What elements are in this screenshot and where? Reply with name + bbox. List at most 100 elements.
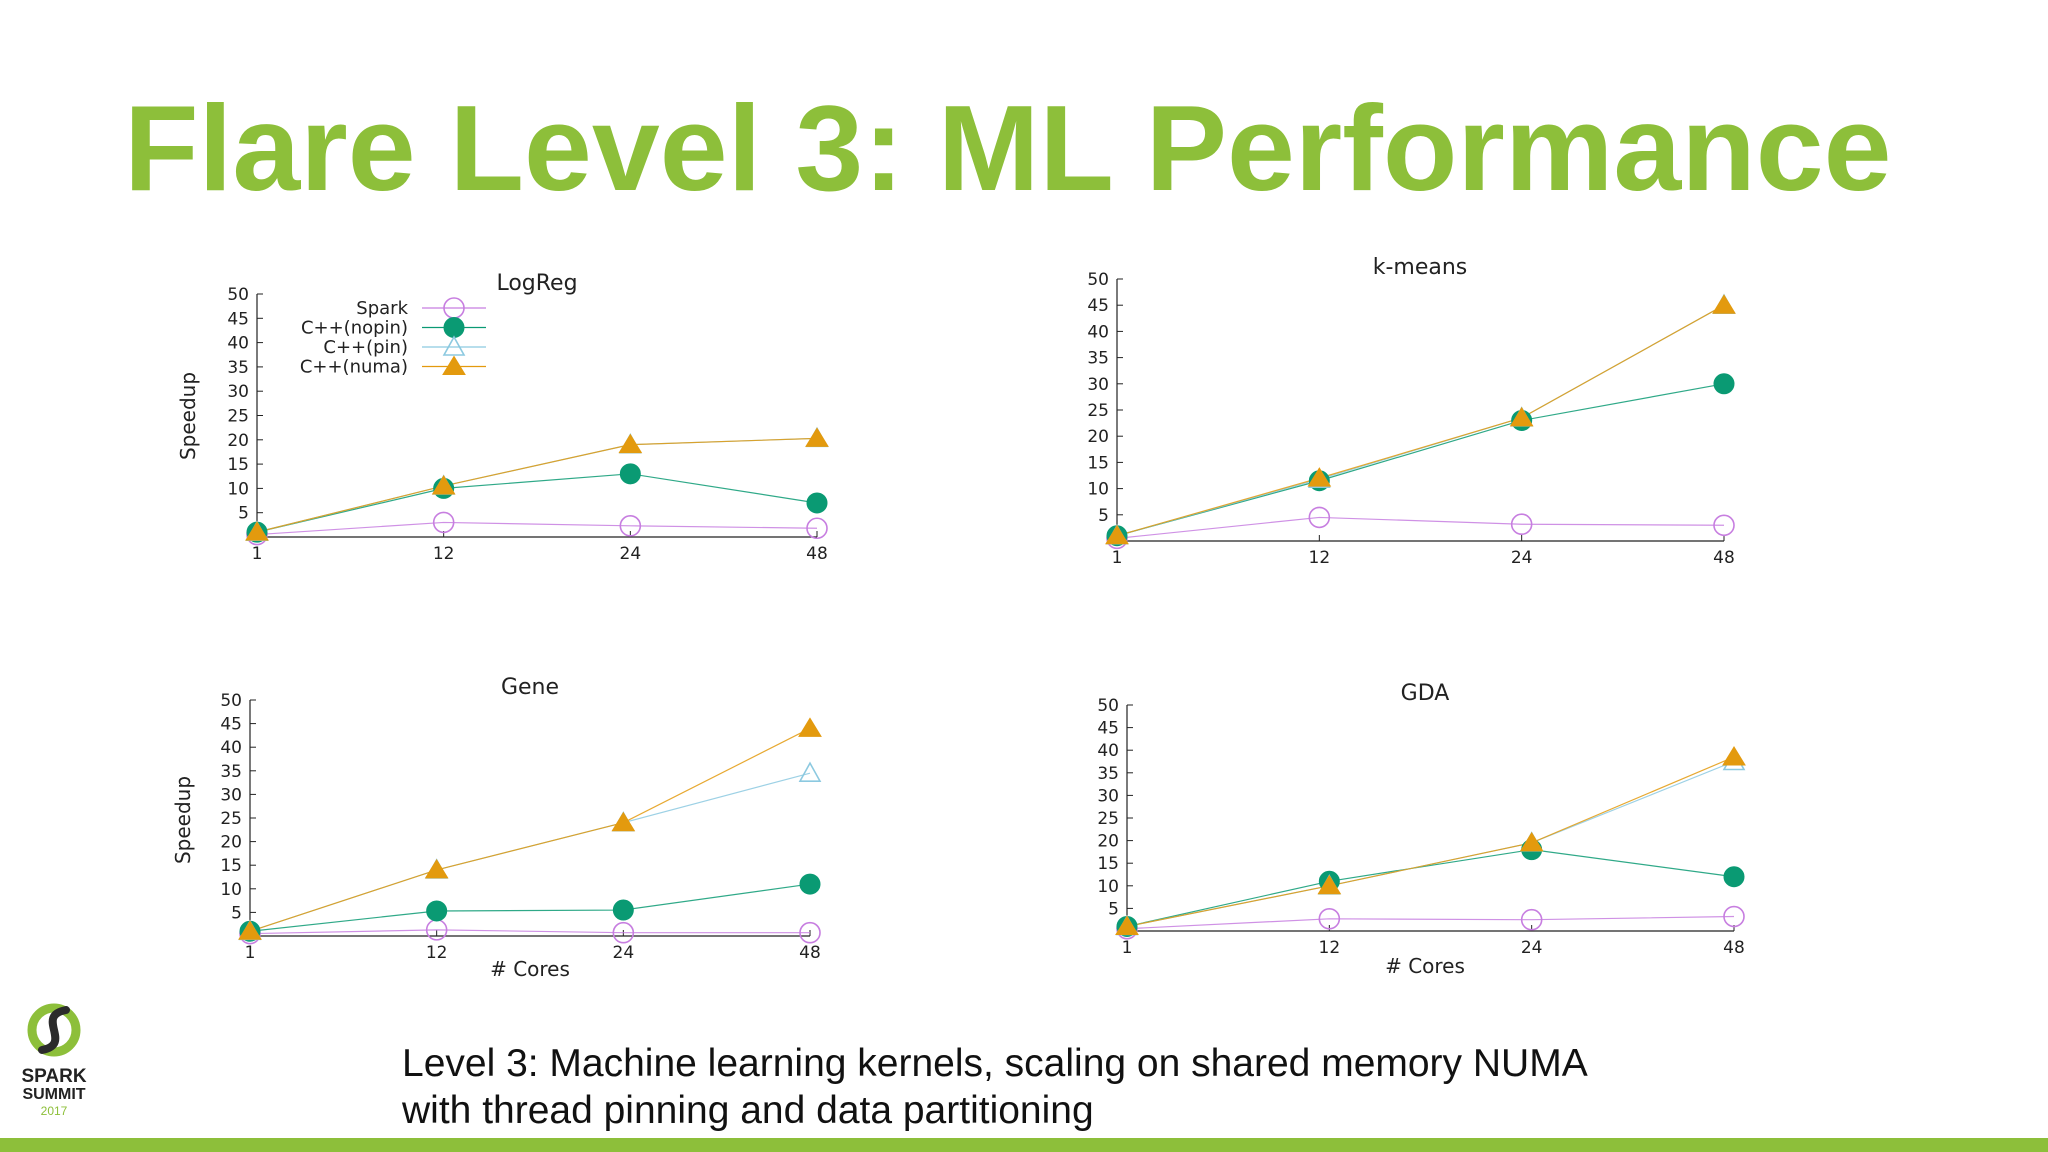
legend-marker (442, 355, 466, 375)
y-tick-label: 50 (220, 691, 242, 711)
y-tick-label: 35 (220, 762, 242, 782)
series-c-pin- (256, 437, 818, 533)
data-point (1713, 373, 1735, 395)
series-c-numa- (1116, 304, 1725, 537)
legend-label: Spark (356, 298, 408, 319)
y-tick-label: 20 (220, 833, 242, 853)
x-tick-label: 24 (613, 943, 635, 963)
y-tick-label: 5 (238, 504, 249, 524)
legend-label: C++(nopin) (301, 318, 408, 339)
legend-marker (442, 335, 466, 356)
markers-c-pin- (238, 761, 822, 941)
chart-gene: Gene Speedup # Cores 5 10 15 20 25 30 35 40 45 50… (150, 670, 850, 990)
x-tick-label: 12 (1319, 938, 1341, 958)
chart-kmeans-svg: k-means 5 10 15 20 25 30 35 40 45 50 1 12 24 48 (1087, 255, 1736, 568)
y-tick-label: 5 (231, 903, 242, 923)
series-c-numa- (256, 437, 818, 533)
x-tick-label: 1 (1112, 548, 1123, 568)
markers-c-numa- (245, 427, 829, 541)
series-line (249, 772, 811, 932)
series-line (256, 473, 818, 533)
y-tick-label: 45 (227, 309, 249, 329)
y-tick-label: 30 (227, 382, 249, 402)
y-tick-label: 15 (1097, 854, 1119, 874)
data-point (612, 899, 634, 921)
data-point (1520, 908, 1543, 931)
data-point (1519, 831, 1544, 852)
x-tick-label: 12 (1309, 548, 1331, 568)
series-line (1126, 849, 1735, 928)
data-point (611, 811, 636, 832)
data-point (799, 921, 821, 944)
data-point (806, 517, 828, 540)
series-spark (1126, 915, 1735, 930)
legend-marker (443, 317, 465, 338)
data-point (619, 463, 641, 485)
series-spark (256, 521, 818, 536)
series-c-nopin- (249, 883, 811, 932)
spark-summit-logo: SPARK SUMMIT 2017 (14, 996, 94, 1121)
x-tick-label: 12 (433, 544, 455, 564)
x-tick-label: 48 (1713, 548, 1735, 568)
series-line (1116, 304, 1725, 537)
series-c-nopin- (1126, 849, 1735, 928)
y-tick-label: 25 (220, 809, 242, 829)
data-point (619, 515, 642, 537)
data-point (238, 920, 262, 940)
series-line (249, 727, 811, 932)
markers-c-numa- (1105, 294, 1736, 545)
chart-title: GDA (1401, 681, 1450, 706)
data-point (1318, 907, 1341, 930)
markers-c-pin- (1115, 749, 1746, 936)
y-tick-label: 30 (220, 785, 242, 805)
x-tick-label: 48 (1723, 938, 1745, 958)
data-point (1509, 406, 1534, 427)
legend-label: C++(numa) (300, 357, 408, 378)
x-tick-label: 24 (1521, 938, 1543, 958)
chart-gene-svg: Gene Speedup # Cores 5 10 15 20 25 30 35 40 45 50… (171, 675, 822, 981)
series-line (1126, 915, 1735, 930)
data-point (1115, 915, 1139, 935)
x-tick-label: 1 (245, 943, 256, 963)
logo-text-summit: SUMMIT (22, 1086, 86, 1103)
y-axis-label: Speedup (176, 372, 200, 460)
series-c-numa- (1126, 756, 1735, 928)
chart-title: LogReg (496, 271, 577, 296)
y-tick-label: 35 (227, 358, 249, 378)
x-tick-label: 24 (620, 544, 642, 564)
data-point (1105, 524, 1129, 545)
data-point (612, 921, 635, 944)
markers-c-pin- (1105, 293, 1736, 545)
series-c-nopin- (256, 473, 818, 533)
series-line (1116, 304, 1725, 537)
x-tick-label: 48 (799, 943, 821, 963)
markers-c-numa- (1115, 746, 1746, 935)
chart-gda: GDA # Cores 5 10 15 20 25 30 35 40 45 50 1 12 24 48 (1010, 670, 1750, 990)
y-tick-label: 45 (1087, 296, 1109, 316)
x-axis-label: # Cores (490, 957, 570, 981)
series-line (256, 437, 818, 533)
y-tick-label: 40 (220, 738, 242, 758)
y-tick-label: 45 (1097, 719, 1119, 739)
y-tick-label: 45 (220, 715, 242, 735)
y-tick-label: 35 (1097, 764, 1119, 784)
y-tick-label: 30 (1087, 375, 1109, 395)
y-tick-label: 50 (1097, 696, 1119, 716)
markers-c-numa- (238, 717, 822, 940)
y-tick-label: 50 (227, 285, 249, 305)
y-tick-label: 40 (1087, 322, 1109, 342)
markers-spark (1106, 506, 1735, 550)
slide-caption: Level 3: Machine learning kernels, scali… (402, 1040, 1588, 1134)
data-point (1723, 905, 1745, 928)
y-tick-label: 20 (227, 431, 249, 451)
y-tick-label: 10 (1087, 480, 1109, 500)
data-point (1308, 506, 1331, 529)
data-point (1712, 294, 1736, 314)
x-axis-label: # Cores (1385, 954, 1465, 978)
series-c-nopin- (1116, 383, 1725, 537)
data-point (1713, 514, 1735, 537)
